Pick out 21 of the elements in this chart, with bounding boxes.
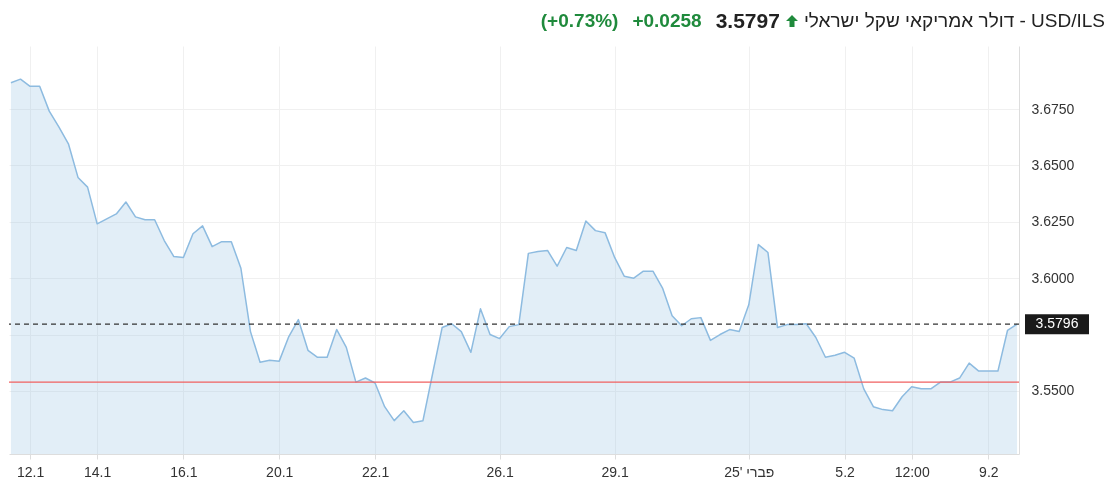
y-tick-label: 3.5500 — [1031, 382, 1075, 399]
x-tick-label: 26.1 — [486, 463, 514, 480]
x-tick-label: 29.1 — [601, 463, 629, 480]
x-tick-label: 20.1 — [266, 463, 294, 480]
x-tick-label: 22.1 — [361, 463, 390, 480]
x-tick-label: 5.2 — [835, 463, 856, 480]
x-tick-label: 12:00 — [894, 463, 930, 480]
text: +0.0258 — [632, 10, 702, 32]
x-tick-label: 9.2 — [979, 463, 999, 480]
text: 3.5797 — [715, 9, 780, 33]
ref-line-label: 3.5796 — [1035, 315, 1079, 332]
y-tick-label: 3.6500 — [1031, 156, 1075, 173]
x-tick-label: 14.1 — [84, 463, 112, 480]
chart-title: USD/ILS - דולר אמריקאי שקל ישראלי — [803, 10, 1105, 32]
x-tick-label: פברי '25 — [724, 463, 775, 480]
y-tick-label: 3.6250 — [1031, 213, 1075, 230]
text: (+0.73%) — [540, 10, 619, 32]
y-tick-label: 3.6000 — [1031, 269, 1075, 286]
y-tick-label: 3.6750 — [1031, 100, 1075, 117]
x-tick-label: 12.1 — [16, 463, 45, 480]
x-tick-label: 16.1 — [170, 463, 198, 480]
